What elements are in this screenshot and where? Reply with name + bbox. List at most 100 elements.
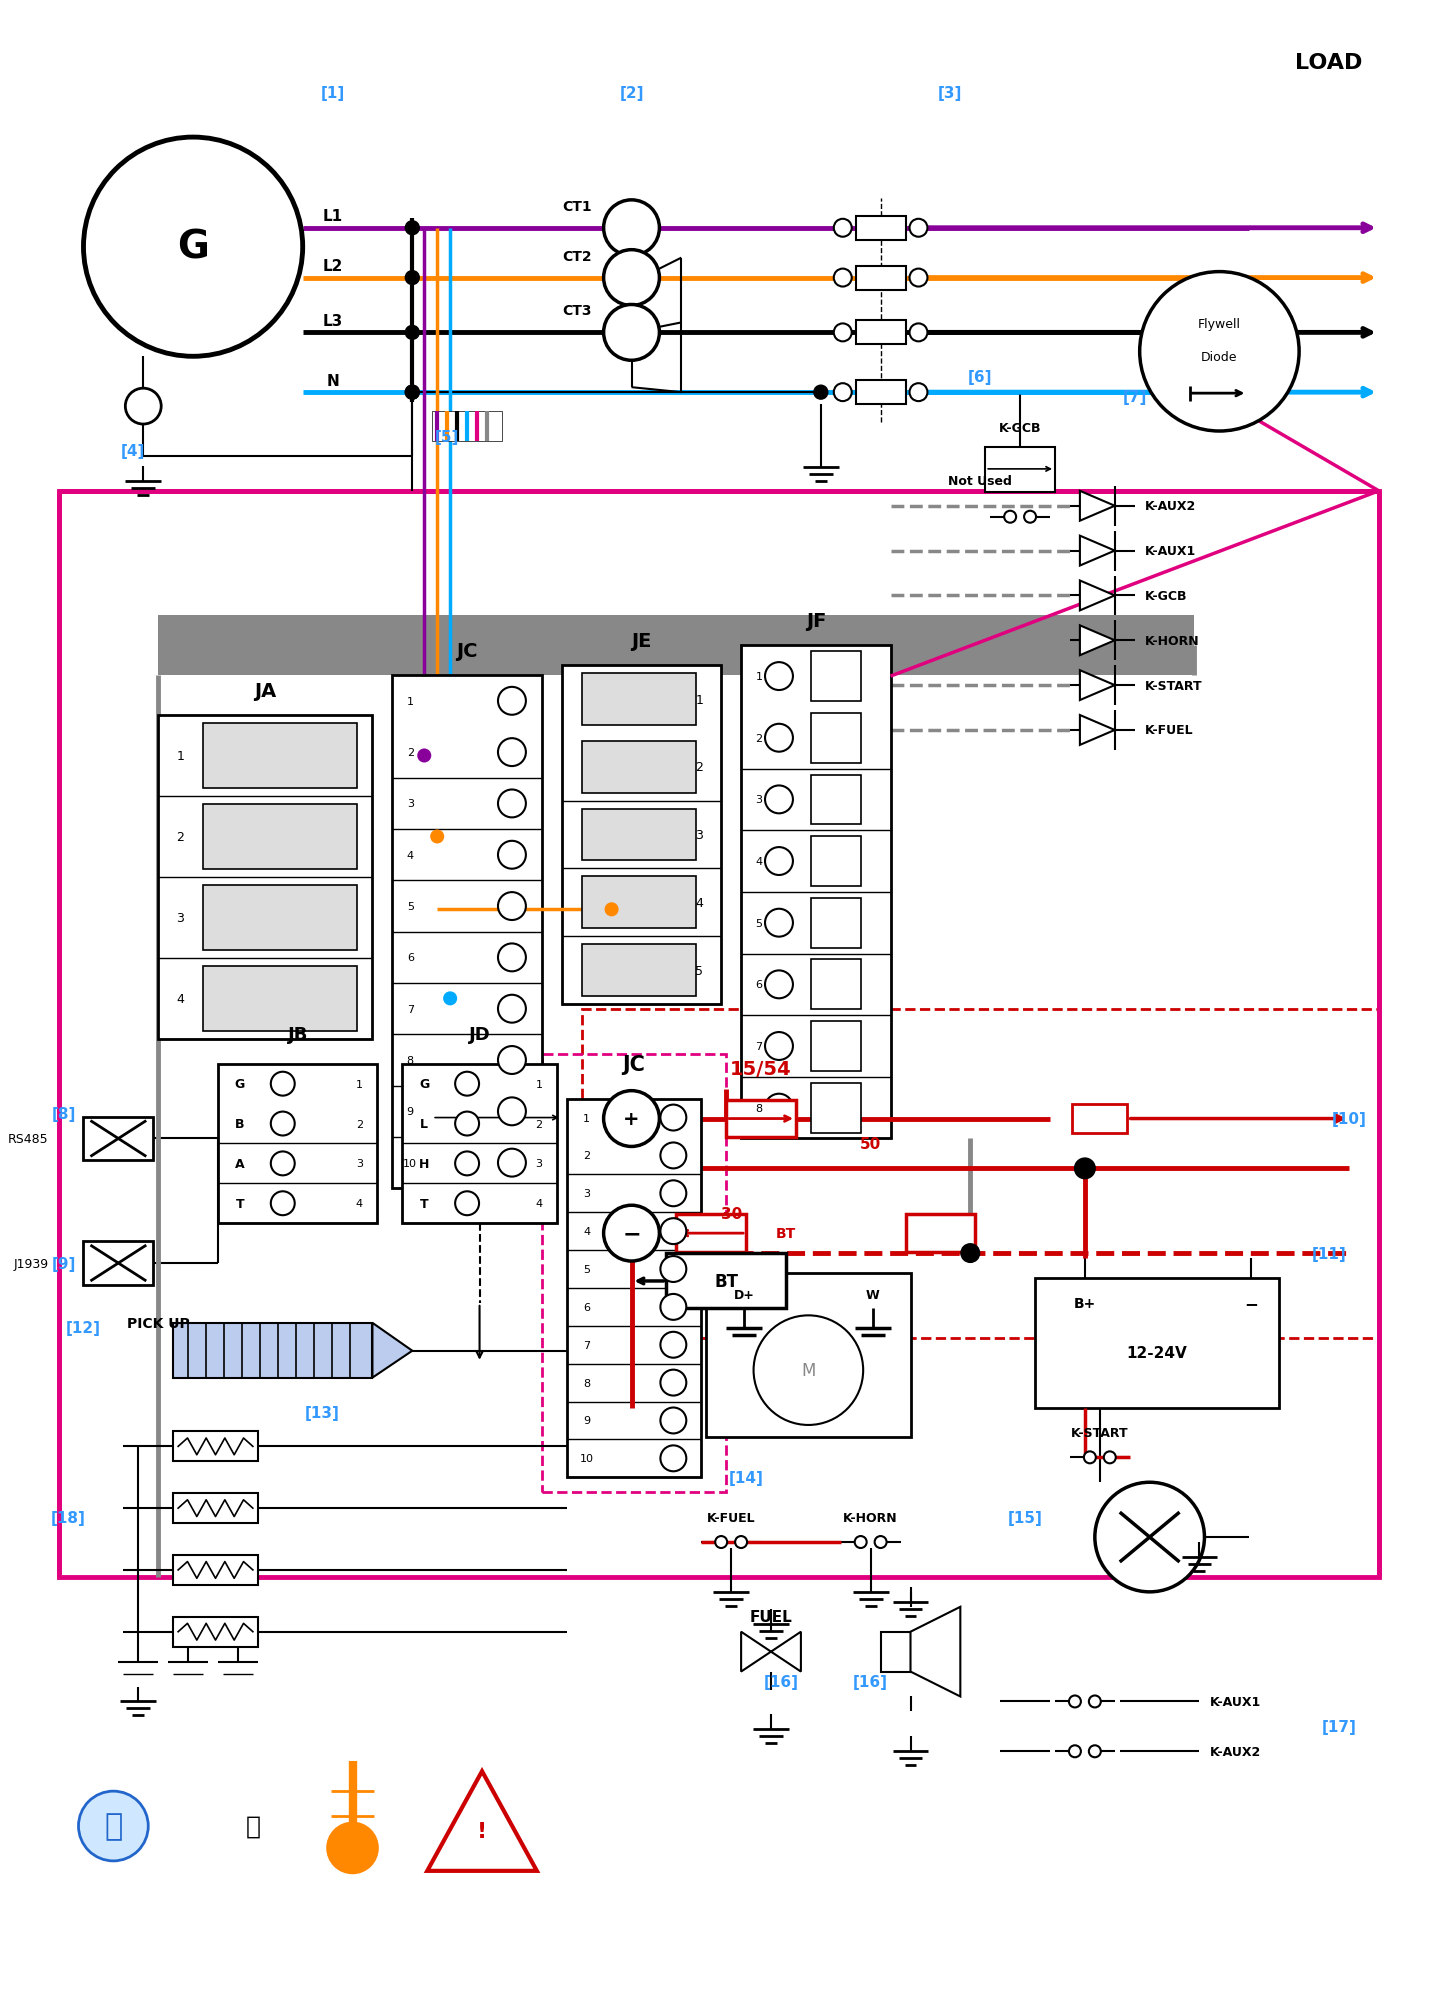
Text: A: A	[235, 1158, 245, 1170]
Bar	[855, 382, 906, 406]
Bar	[217, 1064, 377, 1223]
Text: 5: 5	[583, 1265, 590, 1275]
Text: 8: 8	[583, 1378, 590, 1388]
Text: K-GCB: K-GCB	[1145, 589, 1187, 603]
Text: B: B	[235, 1118, 245, 1130]
Text: Not Used: Not Used	[949, 475, 1012, 487]
Text: JC: JC	[622, 1054, 645, 1074]
Circle shape	[84, 137, 302, 358]
Text: JA: JA	[255, 682, 276, 700]
Text: [6]: [6]	[968, 370, 992, 384]
Circle shape	[1089, 1697, 1100, 1709]
Text: K-GCB: K-GCB	[999, 422, 1041, 434]
Text: 9: 9	[406, 1106, 413, 1116]
Text: 1: 1	[756, 672, 763, 682]
Text: 1: 1	[583, 1114, 590, 1124]
Bar	[203, 885, 357, 951]
Text: Diode: Diode	[1201, 350, 1237, 364]
Bar	[582, 810, 697, 861]
Circle shape	[765, 724, 793, 752]
Text: 3: 3	[696, 829, 703, 841]
Text: 4: 4	[696, 897, 703, 909]
Text: B+: B+	[1074, 1297, 1096, 1311]
Bar	[855, 217, 906, 241]
Text: 1: 1	[176, 750, 184, 762]
Bar	[392, 676, 541, 1189]
Text: JF: JF	[805, 611, 827, 631]
Text: JC: JC	[456, 640, 478, 660]
Circle shape	[455, 1072, 480, 1096]
Text: 2: 2	[696, 762, 703, 774]
Text: 8: 8	[406, 1056, 413, 1066]
Text: 3: 3	[408, 800, 413, 810]
Bar	[811, 837, 861, 887]
Text: H: H	[419, 1158, 429, 1170]
Bar	[173, 1555, 258, 1585]
Text: RS485: RS485	[9, 1132, 49, 1146]
Text: +: +	[624, 1110, 639, 1128]
Text: L3: L3	[323, 314, 343, 328]
Circle shape	[1024, 511, 1035, 523]
Text: 1: 1	[536, 1080, 543, 1090]
Circle shape	[498, 688, 526, 716]
Circle shape	[661, 1333, 687, 1358]
Bar	[881, 1631, 910, 1671]
Circle shape	[444, 993, 456, 1004]
Text: JB: JB	[288, 1026, 308, 1044]
Circle shape	[765, 971, 793, 998]
Circle shape	[661, 1257, 687, 1283]
Text: 3: 3	[583, 1189, 590, 1199]
Circle shape	[455, 1112, 480, 1136]
Text: LOAD: LOAD	[1296, 54, 1362, 74]
Text: T: T	[236, 1197, 245, 1209]
Text: [13]: [13]	[305, 1406, 340, 1420]
Text: FUEL: FUEL	[750, 1609, 792, 1625]
Bar	[906, 1215, 975, 1253]
Bar	[726, 1100, 796, 1138]
Text: L2: L2	[323, 259, 343, 274]
Text: 5: 5	[756, 919, 763, 929]
Circle shape	[405, 326, 419, 340]
Circle shape	[765, 909, 793, 937]
Circle shape	[834, 384, 851, 402]
Circle shape	[661, 1295, 687, 1321]
Bar	[742, 646, 890, 1140]
Text: 3: 3	[536, 1160, 543, 1170]
Circle shape	[910, 324, 927, 342]
Bar	[582, 742, 697, 794]
Text: [1]: [1]	[321, 86, 344, 101]
Bar	[811, 1022, 861, 1072]
Circle shape	[661, 1181, 687, 1207]
Circle shape	[606, 903, 618, 915]
Text: G: G	[419, 1078, 429, 1090]
Text: ⛽: ⛽	[104, 1812, 122, 1840]
Circle shape	[814, 386, 828, 400]
Circle shape	[405, 386, 419, 400]
Circle shape	[874, 1536, 887, 1547]
Text: T: T	[420, 1197, 429, 1209]
Polygon shape	[1080, 627, 1115, 656]
Text: 15/54: 15/54	[730, 1060, 792, 1078]
Text: K-AUX2: K-AUX2	[1210, 1744, 1260, 1758]
Bar	[567, 1100, 701, 1478]
Text: L: L	[420, 1118, 428, 1130]
Text: 6: 6	[583, 1303, 590, 1313]
Circle shape	[910, 269, 927, 286]
Text: Flywell: Flywell	[1198, 318, 1241, 330]
Text: −: −	[622, 1223, 641, 1243]
Text: −: −	[1244, 1295, 1259, 1313]
Bar	[811, 714, 861, 764]
Circle shape	[328, 1824, 377, 1874]
Bar	[203, 724, 357, 788]
Polygon shape	[770, 1631, 801, 1671]
Bar	[562, 666, 721, 1004]
Text: 7: 7	[406, 1004, 413, 1014]
Text: 6: 6	[408, 953, 413, 963]
Bar	[855, 267, 906, 290]
Circle shape	[498, 994, 526, 1022]
Text: 7: 7	[756, 1042, 763, 1052]
Bar	[1073, 1104, 1128, 1134]
Circle shape	[661, 1370, 687, 1396]
Polygon shape	[1080, 537, 1115, 567]
Text: 4: 4	[176, 993, 184, 1004]
